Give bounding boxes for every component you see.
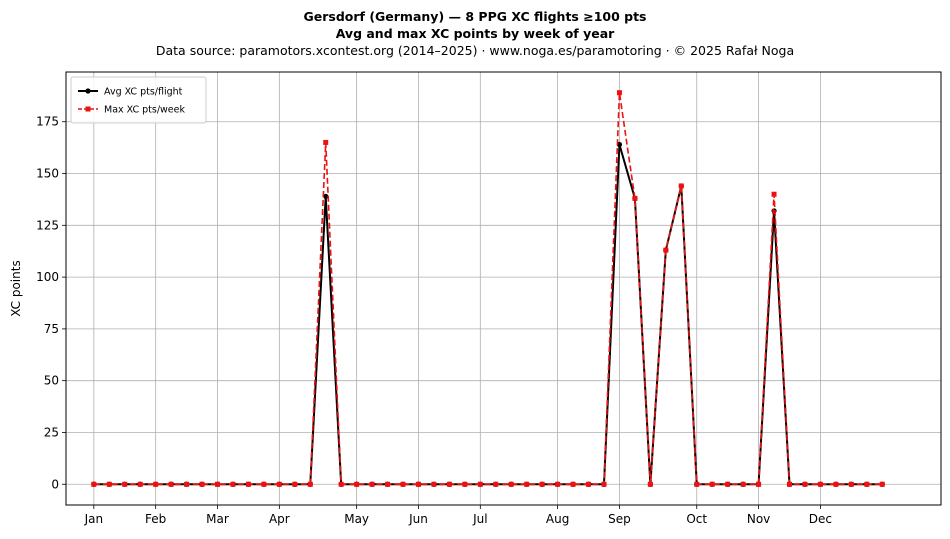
data-point-max [817,481,823,487]
data-point-max [184,481,190,487]
data-point-max [786,481,792,487]
data-point-max [493,481,499,487]
data-point-max [307,481,313,487]
legend-label-avg: Avg XC pts/flight [104,87,183,98]
y-tick-label: 50 [44,374,59,388]
data-point-max [245,481,251,487]
data-point-max [431,481,437,487]
legend-box [70,76,207,124]
x-tick-label: Aug [546,512,569,526]
y-tick-label: 125 [36,218,59,232]
data-point-max [678,183,684,189]
data-point-max [771,191,777,197]
x-tick-label: Feb [145,512,166,526]
data-point-max [802,481,808,487]
data-point-max [168,481,174,487]
data-point-max [137,481,143,487]
data-point-max [199,481,205,487]
chart-titles: Gersdorf (Germany) — 8 PPG XC flights ≥1… [0,8,950,60]
series-line-max [93,91,883,486]
legend-marker-max [85,106,91,112]
axes: 0 25 50 75 100 125 150 175 Jan Feb Mar Apr May Jun Jul… [36,115,832,526]
legend-label-max: Max XC pts/week [104,105,185,116]
data-point-max [276,481,282,487]
data-point-max [292,481,298,487]
x-tick-label: Jan [84,512,104,526]
y-tick-label: 150 [36,167,59,181]
x-tick-label: Nov [747,512,770,526]
y-axis-label: XC points [9,260,23,316]
data-point-max [570,481,576,487]
data-point-max [725,481,731,487]
data-point-max [323,139,329,145]
x-tick-label: Apr [269,512,290,526]
x-tick-label: Oct [686,512,707,526]
data-point-max [879,481,885,487]
y-tick-label: 0 [51,477,59,491]
data-point-max [354,481,360,487]
series-line-avg [93,143,883,486]
data-point-max [153,481,159,487]
plot-frame [65,71,942,506]
data-point-max [215,481,221,487]
y-tick-label: 175 [36,115,59,129]
series-layer [91,90,885,487]
data-point-max [508,481,514,487]
data-point-max [848,481,854,487]
x-tick-label: Jun [408,512,428,526]
data-point-max [415,481,421,487]
y-tick-label: 100 [36,270,59,284]
data-point-max [616,90,622,96]
data-point-max [385,481,391,487]
data-point-max [261,481,267,487]
data-point-max [864,481,870,487]
data-point-max [663,247,669,253]
data-point-max [369,481,375,487]
data-point-max [709,481,715,487]
x-tick-label: May [344,512,369,526]
data-point-max [477,481,483,487]
data-point-max [539,481,545,487]
x-tick-label: Dec [809,512,832,526]
data-point-max [106,481,112,487]
x-tick-label: Mar [206,512,229,526]
data-point-max [91,481,97,487]
data-point-max [586,481,592,487]
data-point-max [833,481,839,487]
data-point-max [338,481,344,487]
data-point-max [400,481,406,487]
legend: Avg XC pts/flight Max XC pts/week [70,76,207,124]
data-point-max [122,481,128,487]
data-point-max [555,481,561,487]
data-point-max [740,481,746,487]
data-point-max [446,481,452,487]
y-tick-label: 75 [44,322,59,336]
chart-source: Data source: paramotors.xcontest.org (20… [155,43,795,58]
chart-title: Gersdorf (Germany) — 8 PPG XC flights ≥1… [303,9,647,24]
x-tick-label: Jul [472,512,487,526]
legend-marker-avg [85,88,91,94]
data-point-max [601,481,607,487]
data-point-max [632,195,638,201]
data-point-max [647,481,653,487]
data-point-max [524,481,530,487]
data-point-max [694,481,700,487]
data-point-max [462,481,468,487]
data-point-max [230,481,236,487]
data-point-avg [323,193,329,199]
data-point-max [756,481,762,487]
y-tick-label: 25 [44,425,59,439]
grid-lines [66,72,941,505]
x-tick-label: Sep [608,512,631,526]
chart-subtitle: Avg and max XC points by week of year [335,26,615,41]
